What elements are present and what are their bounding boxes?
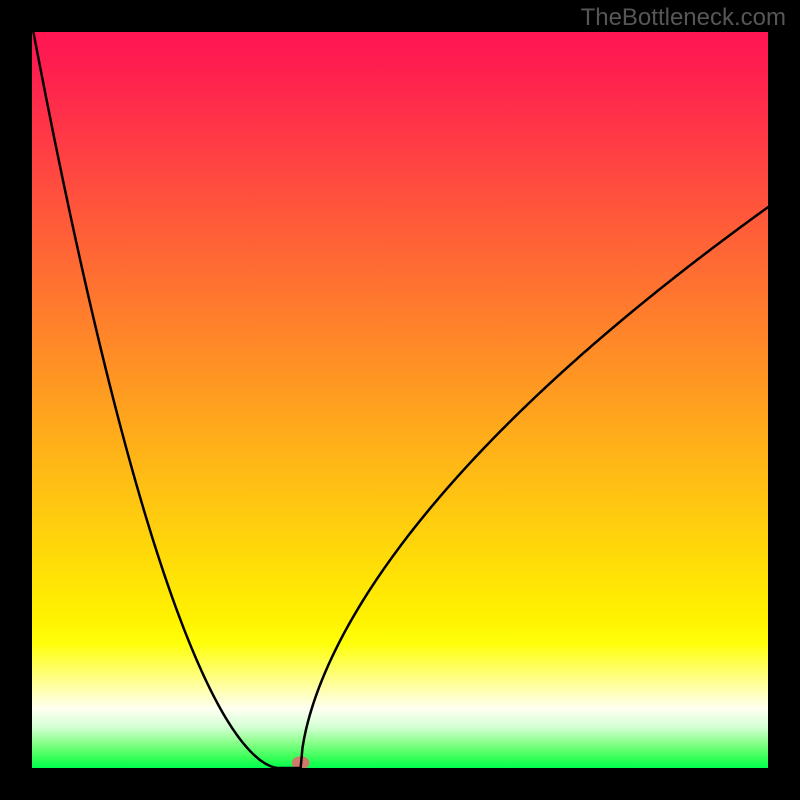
chart-svg: [32, 32, 768, 768]
watermark-text: TheBottleneck.com: [581, 4, 786, 32]
chart-frame: TheBottleneck.com: [0, 0, 800, 800]
plot-area: [32, 32, 768, 768]
gradient-background: [32, 32, 768, 768]
